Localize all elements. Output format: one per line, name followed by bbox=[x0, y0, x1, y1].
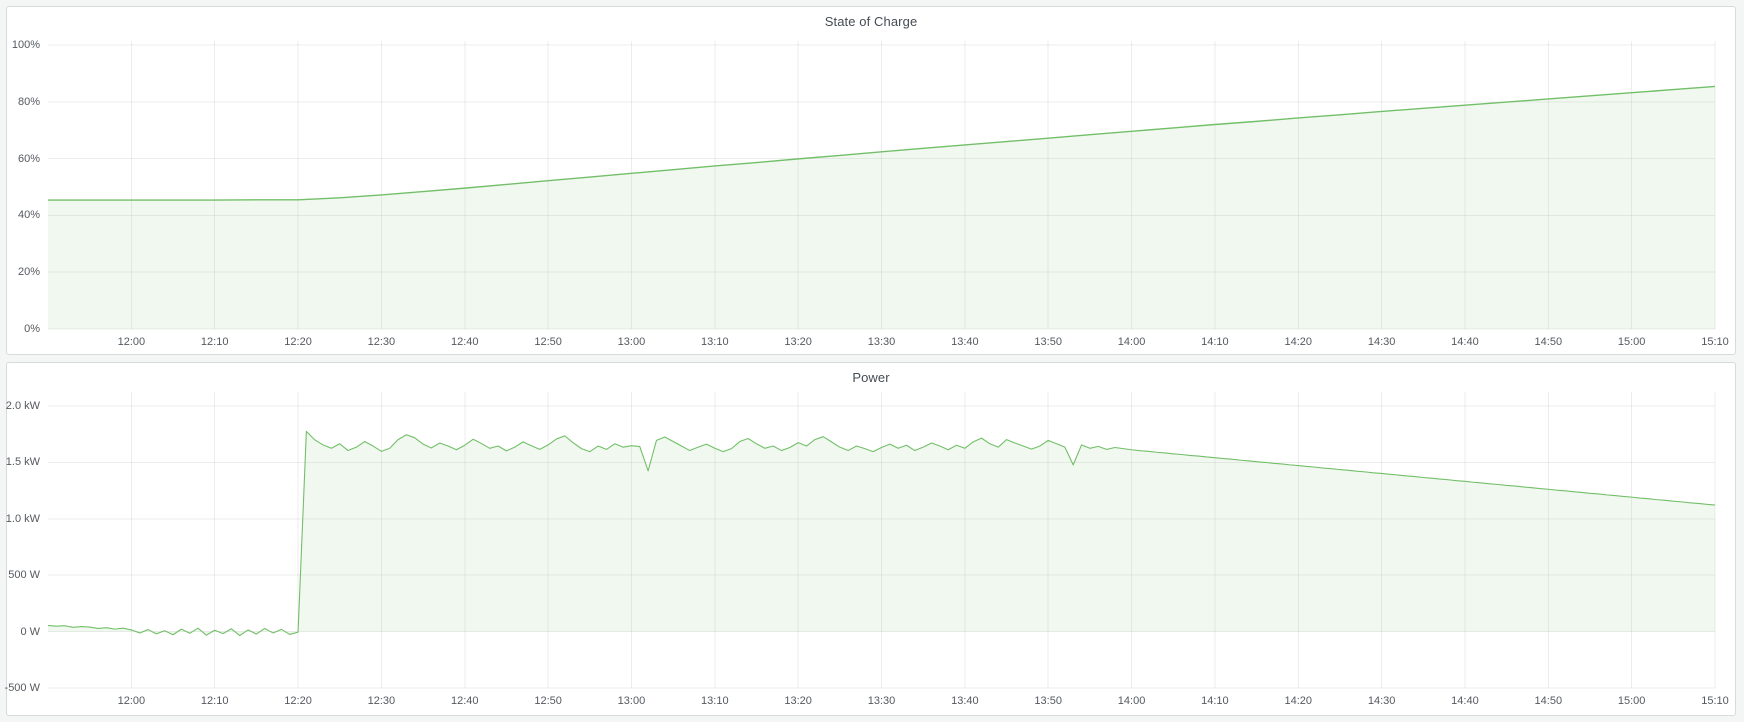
x-axis-tick-label: 12:50 bbox=[534, 336, 562, 348]
panel-title: State of Charge bbox=[824, 13, 918, 29]
x-axis-tick-label: 12:10 bbox=[200, 336, 229, 348]
x-axis-tick-label: 14:30 bbox=[1367, 336, 1396, 348]
y-axis-tick-label: 80% bbox=[17, 95, 40, 108]
series-area-fill bbox=[48, 86, 1715, 329]
y-axis-tick-label: 100% bbox=[11, 38, 40, 51]
x-axis-tick-label: 13:50 bbox=[1034, 695, 1062, 707]
x-axis-tick-label: 14:40 bbox=[1451, 695, 1479, 707]
x-axis-tick-label: 15:10 bbox=[1701, 695, 1729, 707]
y-axis-tick-label: 40% bbox=[17, 209, 40, 222]
series-line bbox=[48, 85, 1716, 201]
x-axis-tick-label: 13:40 bbox=[951, 336, 979, 348]
chart-svg bbox=[47, 392, 1716, 689]
state-of-charge-panel: State of Charge 0% 20% 40% 60% 80% 100% 12:00 1… bbox=[6, 6, 1736, 355]
y-axis-tick-label: 500 W bbox=[8, 569, 40, 582]
x-axis-tick-label: 12:00 bbox=[117, 336, 146, 348]
y-axis-tick-label: 0 W bbox=[20, 625, 40, 638]
x-axis-tick-label: 12:10 bbox=[200, 695, 229, 707]
x-axis-tick-label: 14:20 bbox=[1284, 695, 1313, 707]
x-axis-tick-label: 13:30 bbox=[867, 695, 896, 707]
x-axis-tick-label: 14:50 bbox=[1534, 695, 1563, 707]
x-axis-tick-label: 12:40 bbox=[450, 336, 479, 348]
y-axis-tick-label: 1.0 kW bbox=[5, 512, 40, 525]
power-chart-plot[interactable]: -500 W 0 W 500 W 1.0 kW 1.5 kW 2.0 kW 12:00 12:… bbox=[5, 392, 1729, 707]
panel-header[interactable]: State of Charge bbox=[7, 7, 1735, 35]
x-axis-tick-label: 12:30 bbox=[367, 695, 396, 707]
x-axis-tick-label: 13:40 bbox=[951, 695, 979, 707]
y-axis-tick-label: 60% bbox=[17, 152, 40, 165]
x-axis-tick-label: 12:00 bbox=[117, 695, 146, 707]
x-axis-tick-label: 12:50 bbox=[534, 695, 562, 707]
x-axis-tick-label: 14:20 bbox=[1284, 336, 1313, 348]
series-line bbox=[47, 430, 1716, 637]
y-axis-tick-label: 0% bbox=[24, 323, 40, 335]
x-axis-tick-label: 13:10 bbox=[701, 336, 729, 348]
x-axis-tick-label: 14:00 bbox=[1117, 695, 1146, 707]
series-area-fill bbox=[48, 431, 1715, 636]
y-axis-tick-label: -500 W bbox=[4, 682, 40, 694]
panel-header[interactable]: Power bbox=[7, 363, 1735, 391]
x-axis-tick-label: 13:20 bbox=[784, 695, 812, 707]
grid-lines bbox=[48, 392, 1716, 689]
x-axis-tick-label: 12:40 bbox=[450, 695, 479, 707]
y-axis-tick-label: 2.0 kW bbox=[5, 399, 40, 412]
x-axis-tick-label: 12:30 bbox=[367, 336, 396, 348]
grid-lines bbox=[48, 41, 1716, 330]
x-axis-tick-label: 13:30 bbox=[867, 336, 896, 348]
x-axis-tick-label: 13:10 bbox=[701, 695, 729, 707]
x-axis-tick-label: 13:00 bbox=[617, 695, 646, 707]
state-of-charge-chart-plot[interactable]: 0% 20% 40% 60% 80% 100% 12:00 12:10 12:20 12:30 12… bbox=[12, 39, 1729, 348]
x-axis-tick-label: 15:00 bbox=[1617, 336, 1646, 348]
x-axis-tick-label: 15:10 bbox=[1701, 336, 1729, 348]
y-axis-tick-label: 20% bbox=[17, 266, 40, 279]
x-axis-tick-label: 13:00 bbox=[617, 336, 646, 348]
panel-title: Power bbox=[852, 369, 890, 385]
x-axis-tick-label: 15:00 bbox=[1617, 695, 1646, 707]
x-axis-tick-label: 14:30 bbox=[1367, 695, 1396, 707]
y-axis-tick-label: 1.5 kW bbox=[5, 456, 40, 469]
x-axis-tick-label: 14:10 bbox=[1201, 336, 1229, 348]
x-axis-tick-label: 14:00 bbox=[1117, 336, 1146, 348]
x-axis-tick-label: 13:50 bbox=[1034, 336, 1062, 348]
power-panel: Power -500 W 0 W 500 W 1.0 kW 1.5 kW 2.0 kW 12… bbox=[5, 362, 1736, 716]
x-axis-tick-label: 13:20 bbox=[784, 336, 812, 348]
x-axis-tick-label: 14:40 bbox=[1451, 336, 1479, 348]
chart-svg bbox=[48, 41, 1716, 330]
x-axis-tick-label: 12:20 bbox=[284, 695, 312, 707]
x-axis-tick-label: 14:50 bbox=[1534, 336, 1563, 348]
x-axis-tick-label: 14:10 bbox=[1201, 695, 1229, 707]
x-axis-tick-label: 12:20 bbox=[284, 336, 312, 348]
